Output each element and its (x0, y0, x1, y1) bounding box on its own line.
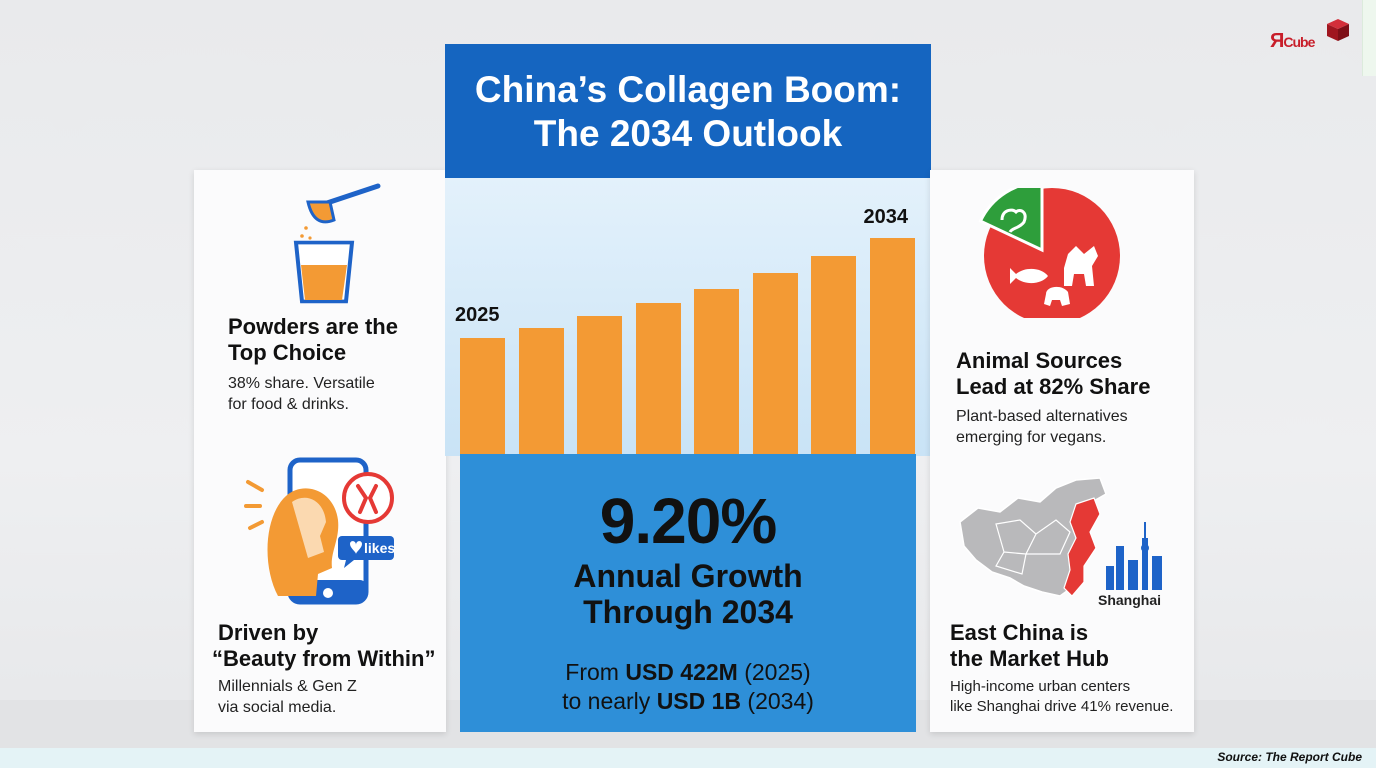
east-title-line1: East China is (950, 620, 1089, 645)
from-suffix: (2025) (737, 659, 811, 685)
chart-bar (577, 315, 622, 456)
growth-bar-chart: 2025 2034 (445, 178, 931, 456)
cube-icon (1327, 19, 1349, 41)
right-panel: Animal Sources Lead at 82% Share Plant-b… (930, 170, 1194, 732)
to-value: USD 1B (656, 688, 742, 714)
source-credit: Source: The Report Cube (1217, 750, 1362, 764)
powders-title-line2: Top Choice (228, 340, 347, 365)
scoop-glass-icon (293, 183, 381, 304)
powders-desc-line2: for food & drinks. (228, 396, 349, 413)
growth-line2: Through 2034 (583, 594, 793, 630)
center-column: China’s Collagen Boom: The 2034 Outlook … (445, 44, 931, 732)
east-desc-line2: like Shanghai drive 41% revenue. (950, 698, 1174, 715)
market-range-text: From USD 422M (2025) to nearly USD 1B (2… (460, 658, 916, 716)
chart-bar (869, 238, 915, 456)
edge-strip (1362, 0, 1376, 76)
chart-start-label: 2025 (455, 304, 500, 327)
to-suffix: (2034) (741, 688, 814, 714)
chart-bar (518, 327, 564, 456)
beauty-title-line2: “Beauty from Within” (212, 646, 436, 671)
chart-bar (460, 338, 505, 456)
chart-bar (752, 273, 798, 456)
social-beauty-icon (244, 457, 394, 605)
beauty-title-line1: Driven by (218, 620, 319, 645)
animal-desc-line1: Plant-based alternatives (956, 408, 1128, 425)
chart-end-label: 2034 (863, 206, 909, 228)
beauty-desc-line2: via social media. (218, 699, 337, 716)
growth-line1: Annual Growth (573, 558, 803, 594)
title-line1: China’s Collagen Boom: (474, 69, 902, 110)
animal-desc-line2: emerging for vegans. (956, 429, 1107, 446)
east-title-line2: the Market Hub (950, 646, 1109, 671)
east-desc-line1: High-income urban centers (950, 678, 1131, 695)
animal-title-line2: Lead at 82% Share (956, 374, 1151, 399)
animal-plant-pie-icon (978, 188, 1120, 318)
from-value: USD 422M (625, 659, 738, 685)
growth-text: Annual Growth Through 2034 (460, 558, 916, 630)
left-panel: Powders are the Top Choice 38% share. Ve… (194, 170, 446, 732)
report-cube-logo: ЯCube (1270, 18, 1360, 62)
animal-title-line1: Animal Sources (956, 348, 1123, 373)
likes-label: likes (364, 540, 396, 556)
to-prefix: to nearly (562, 688, 657, 714)
chart-bar (635, 302, 681, 456)
logo-text: ЯCube (1270, 30, 1315, 53)
title-banner: China’s Collagen Boom: The 2034 Outlook (445, 44, 931, 178)
source-bar (0, 748, 1376, 768)
cagr-value: 9.20% (599, 485, 777, 557)
logo-r: Я (1270, 30, 1284, 52)
chart-bar (694, 288, 739, 456)
powders-title-line1: Powders are the (228, 314, 398, 339)
china-map-icon (959, 477, 1162, 597)
logo-cube-text: Cube (1283, 34, 1315, 50)
powders-desc-line1: 38% share. Versatile (228, 375, 375, 392)
beauty-desc-line1: Millennials & Gen Z (218, 678, 357, 695)
from-prefix: From (565, 659, 626, 685)
title-line2: The 2034 Outlook (533, 113, 843, 154)
shanghai-label: Shanghai (1098, 592, 1162, 608)
chart-bar (811, 256, 856, 456)
stats-panel: 9.20% Annual Growth Through 2034 From US… (460, 454, 916, 732)
